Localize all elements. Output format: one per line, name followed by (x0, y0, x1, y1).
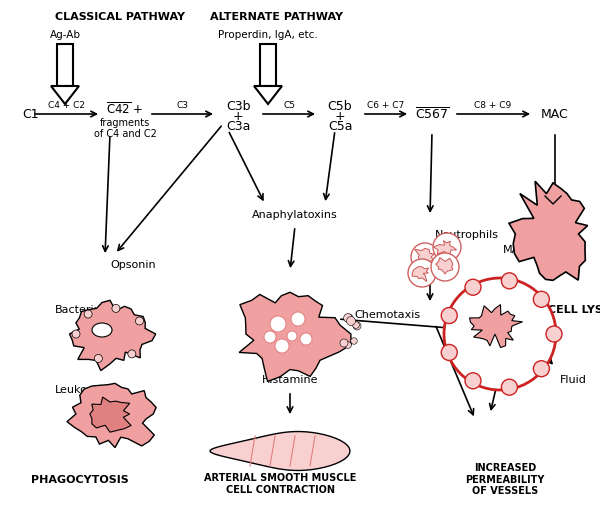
Text: Leukocyte: Leukocyte (55, 384, 112, 394)
Text: of C4 and C2: of C4 and C2 (94, 129, 157, 139)
Circle shape (465, 373, 481, 389)
Text: CLASSICAL PATHWAY: CLASSICAL PATHWAY (55, 12, 185, 22)
Polygon shape (239, 293, 351, 382)
Text: Bacterium: Bacterium (55, 304, 113, 315)
Text: OF VESSELS: OF VESSELS (472, 485, 538, 495)
Circle shape (344, 342, 352, 349)
Polygon shape (260, 45, 276, 87)
Circle shape (72, 330, 80, 338)
Polygon shape (254, 87, 282, 105)
Text: CELL CONTRACTION: CELL CONTRACTION (226, 484, 335, 494)
Polygon shape (470, 305, 523, 348)
Polygon shape (415, 249, 434, 265)
Text: $\overline{\mathsf{C567}}$: $\overline{\mathsf{C567}}$ (415, 107, 449, 123)
Circle shape (300, 333, 312, 345)
Polygon shape (67, 384, 156, 448)
Text: MAC: MAC (503, 244, 527, 254)
Text: +: + (233, 110, 244, 123)
Text: fragments: fragments (100, 118, 150, 128)
Text: C8 + C9: C8 + C9 (475, 101, 512, 110)
Circle shape (94, 355, 103, 363)
Text: C5a: C5a (328, 120, 352, 133)
Circle shape (353, 322, 359, 329)
Circle shape (411, 243, 439, 271)
Circle shape (502, 379, 517, 395)
Ellipse shape (92, 323, 112, 337)
Circle shape (128, 350, 136, 358)
Polygon shape (412, 267, 428, 282)
Polygon shape (436, 258, 453, 274)
Text: C3: C3 (176, 101, 188, 110)
Circle shape (433, 234, 461, 262)
Circle shape (408, 260, 436, 288)
Polygon shape (51, 87, 79, 105)
Text: C3a: C3a (226, 120, 250, 133)
Text: C5b: C5b (328, 100, 352, 114)
Circle shape (351, 338, 357, 345)
Polygon shape (509, 182, 587, 281)
Circle shape (270, 317, 286, 332)
Circle shape (136, 318, 143, 325)
Polygon shape (90, 398, 131, 432)
Circle shape (465, 279, 481, 296)
Circle shape (264, 331, 276, 344)
Circle shape (112, 305, 120, 313)
Circle shape (441, 308, 457, 324)
Circle shape (275, 340, 289, 353)
Text: C3b: C3b (226, 100, 250, 114)
Circle shape (444, 278, 556, 390)
Circle shape (344, 314, 352, 323)
Circle shape (546, 326, 562, 343)
Text: INCREASED: INCREASED (474, 462, 536, 472)
Circle shape (345, 315, 353, 322)
Text: PHAGOCYTOSIS: PHAGOCYTOSIS (31, 474, 129, 484)
Text: Histamine: Histamine (262, 374, 318, 384)
Polygon shape (70, 301, 156, 371)
Text: Anaphylatoxins: Anaphylatoxins (252, 210, 338, 219)
Circle shape (340, 340, 348, 347)
Text: Neutrophils: Neutrophils (435, 230, 499, 240)
Text: Opsonin: Opsonin (110, 260, 155, 269)
Text: C5: C5 (283, 101, 295, 110)
Text: CELL LYSIS: CELL LYSIS (548, 304, 600, 315)
Text: ARTERIAL SMOOTH MUSCLE: ARTERIAL SMOOTH MUSCLE (204, 472, 356, 482)
Circle shape (533, 361, 550, 377)
Circle shape (431, 253, 459, 281)
Text: Fluid: Fluid (560, 374, 587, 384)
Text: Chemotaxis: Chemotaxis (354, 309, 420, 319)
Circle shape (441, 345, 457, 361)
Text: Properdin, IgA, etc.: Properdin, IgA, etc. (218, 30, 318, 40)
Circle shape (84, 310, 92, 319)
Circle shape (347, 317, 355, 326)
Text: $\overline{\mathsf{C42}}$ +: $\overline{\mathsf{C42}}$ + (106, 101, 144, 117)
Circle shape (291, 313, 305, 326)
Text: Ag-Ab: Ag-Ab (50, 30, 80, 40)
Text: +: + (335, 110, 346, 123)
Polygon shape (210, 432, 350, 470)
Text: C6 + C7: C6 + C7 (367, 101, 404, 110)
Text: C4 + C2: C4 + C2 (47, 101, 85, 110)
Text: PERMEABILITY: PERMEABILITY (466, 474, 545, 484)
Circle shape (502, 273, 517, 289)
Circle shape (533, 292, 550, 307)
Polygon shape (57, 45, 73, 87)
Text: ALTERNATE PATHWAY: ALTERNATE PATHWAY (210, 12, 343, 22)
Text: C1: C1 (22, 108, 38, 121)
Polygon shape (434, 241, 457, 256)
Circle shape (287, 331, 297, 342)
Text: MAC: MAC (541, 108, 569, 121)
Circle shape (353, 322, 361, 330)
